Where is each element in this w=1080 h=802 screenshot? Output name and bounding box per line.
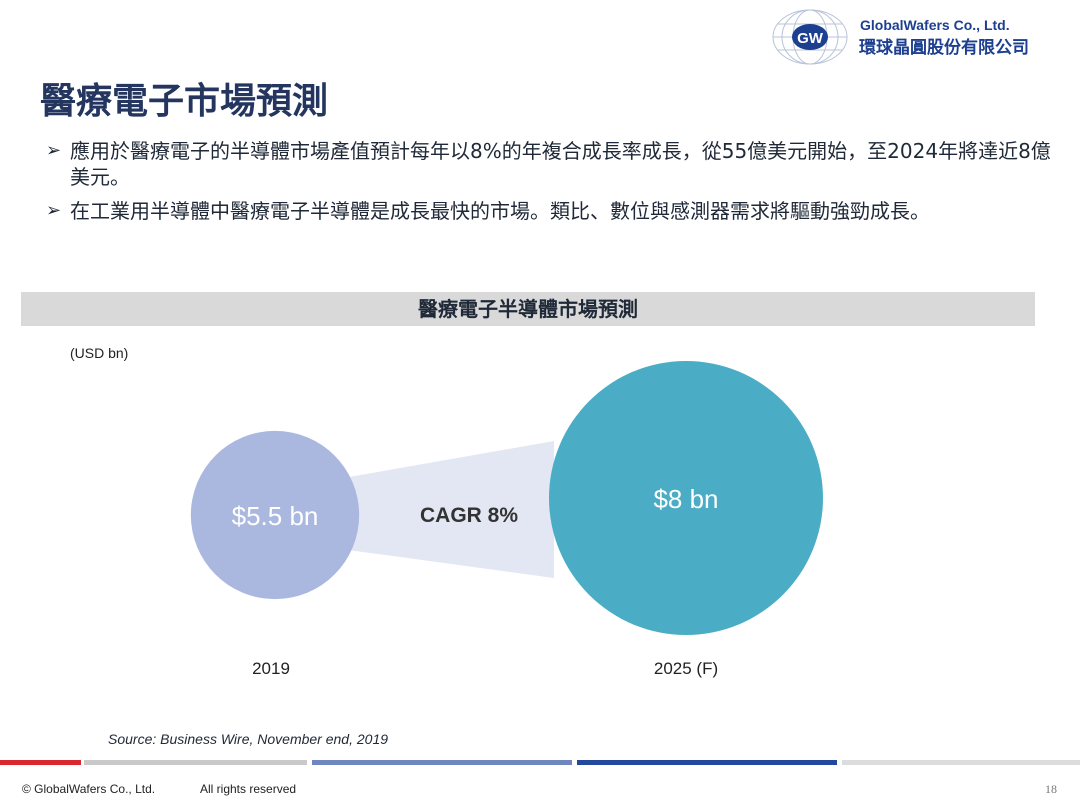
footer-stripe-red [0,760,81,765]
chart-unit-label: (USD bn) [70,345,129,361]
rights-reserved: All rights reserved [200,782,297,796]
gw-globe-logo-icon: GW [772,9,848,65]
category-label-1: 2025 (F) [654,659,718,678]
arrow-right-icon: ➢ [46,200,62,221]
bubble-2025f [549,361,823,635]
bubble-value-label-1: $8 bn [653,484,718,514]
source-note: Source: Business Wire, November end, 201… [108,731,389,747]
page-number: 18 [1045,782,1057,796]
footer-stripe-light [842,760,1080,765]
company-name-en: GlobalWafers Co., Ltd. [860,17,1010,33]
bullet-item: ➢ 在工業用半導體中醫療電子半導體是成長最快的市場。類比、數位與感測器需求將驅動… [46,198,1056,224]
chart-title: 醫療電子半導體市場預測 [418,297,638,321]
bullet-list: ➢ 應用於醫療電子的半導體市場產值預計每年以8%的年複合成長率成長，從55億美元… [46,138,1056,232]
page-title: 醫療電子市場預測 [40,81,329,122]
footer-stripe-navy [577,760,837,765]
company-name-cn: 環球晶圓股份有限公司 [859,38,1029,58]
chart-title-bar: 醫療電子半導體市場預測 [21,292,1035,326]
cagr-annotation: CAGR 8% [420,504,518,527]
category-label-0: 2019 [252,659,290,678]
bullet-text: 應用於醫療電子的半導體市場產值預計每年以8%的年複合成長率成長，從55億美元開始… [70,139,1051,189]
bullet-item: ➢ 應用於醫療電子的半導體市場產值預計每年以8%的年複合成長率成長，從55億美元… [46,138,1056,190]
bullet-text: 在工業用半導體中醫療電子半導體是成長最快的市場。類比、數位與感測器需求將驅動強勁… [70,199,930,223]
bubble-2019 [190,430,360,600]
logo-mark-text: GW [797,30,824,47]
footer-stripe-grey [84,760,307,765]
arrow-right-icon: ➢ [46,140,62,161]
copyright: © GlobalWafers Co., Ltd. [22,782,156,796]
company-logo: GW GlobalWafers Co., Ltd. 環球晶圓股份有限公司 [772,8,1062,66]
footer-stripe-blue [312,760,572,765]
bubble-value-label-0: $5.5 bn [232,501,319,531]
